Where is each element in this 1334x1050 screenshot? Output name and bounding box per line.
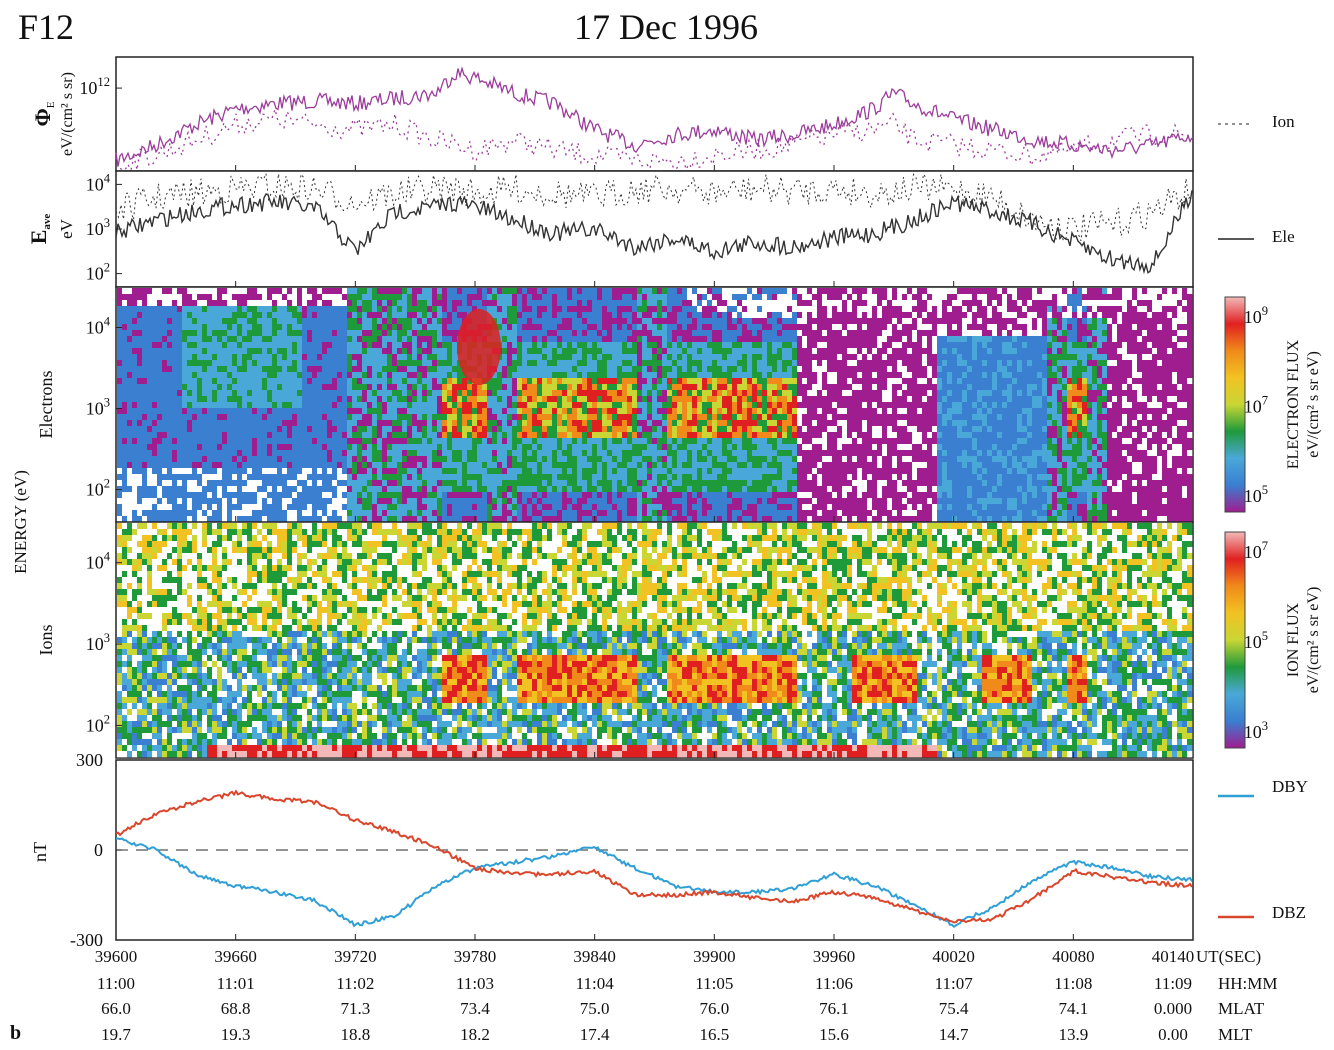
ion-legend-label: Ion — [1272, 112, 1295, 131]
electron-spectrogram-ytick-label: 103 — [86, 395, 110, 418]
dbz-line — [115, 789, 1193, 924]
ion-colorbar-label: ION FLUX — [1285, 602, 1302, 677]
x-row-value: 11:05 — [695, 974, 733, 993]
electron-colorbar-tick-label: 109 — [1244, 304, 1268, 327]
ut-tick-label: 39780 — [454, 947, 497, 966]
ut-tick-label: 40140 — [1152, 947, 1195, 966]
ut-tick-label: 40020 — [932, 947, 975, 966]
x-row-value: 11:08 — [1054, 974, 1092, 993]
x-row-value: 0.000 — [1154, 999, 1192, 1018]
x-row-value: 68.8 — [221, 999, 251, 1018]
x-row-value: 74.1 — [1058, 999, 1088, 1018]
plot-date: 17 Dec 1996 — [574, 7, 758, 47]
x-row-label: UT(SEC) — [1196, 947, 1261, 966]
x-row-label: HH:MM — [1218, 974, 1278, 993]
dbz-legend-label: DBZ — [1272, 903, 1306, 922]
magnetic-field-panel-frame — [115, 759, 1194, 941]
magnetic-field-ytick-label: 300 — [76, 750, 103, 770]
x-row-value: 66.0 — [101, 999, 131, 1018]
ion-colorbar-tick-label: 105 — [1244, 629, 1268, 652]
average-energy-ytick-label: 102 — [86, 261, 110, 284]
x-row-value: 14.7 — [939, 1025, 969, 1044]
ut-tick-label: 39720 — [334, 947, 377, 966]
x-row-value: 11:02 — [336, 974, 374, 993]
ion-colorbar-units: eV/(cm² s sr eV) — [1305, 587, 1322, 694]
ion-spectrogram-ytick-label: 102 — [86, 712, 110, 735]
x-row-value: 15.6 — [819, 1025, 849, 1044]
x-row-value: 75.4 — [939, 999, 969, 1018]
electron-energy-flux-line — [115, 66, 1193, 167]
ion-colorbar-tick-label: 107 — [1244, 539, 1268, 562]
panel-letter: b — [10, 1022, 22, 1044]
ut-tick-label: 40080 — [1052, 947, 1095, 966]
dby-line — [115, 837, 1193, 928]
energy-flux-ylabel-units: eV/(cm² s sr) — [59, 72, 76, 156]
ut-tick-label: 39600 — [95, 947, 138, 966]
average-energy-ytick-label: 104 — [86, 171, 111, 194]
magnetic-field-ytick-label: -300 — [70, 930, 103, 950]
x-row-value: 11:03 — [456, 974, 494, 993]
electron-spectrogram-ytick-label: 104 — [86, 314, 111, 337]
ion-spectrogram-ytick-label: 103 — [86, 631, 110, 654]
ion-spectrogram-cells — [117, 523, 1193, 758]
energy-flux-ytick-label: 1012 — [79, 75, 110, 98]
electron-colorbar — [1224, 296, 1246, 513]
ut-tick-label: 39840 — [573, 947, 616, 966]
x-row-value: 76.0 — [699, 999, 729, 1018]
x-row-value: 75.0 — [580, 999, 610, 1018]
electron-average-energy-line — [115, 190, 1193, 275]
x-row-value: 0.00 — [1158, 1025, 1188, 1044]
x-row-value: 73.4 — [460, 999, 490, 1018]
x-row-value: 11:04 — [576, 974, 615, 993]
average-energy-panel-frame — [115, 170, 1194, 288]
ut-tick-label: 39900 — [693, 947, 736, 966]
ion-colorbar-tick-label: 103 — [1244, 719, 1268, 742]
x-row-value: 11:00 — [97, 974, 135, 993]
ion-colorbar — [1224, 531, 1246, 749]
x-row-value: 76.1 — [819, 999, 849, 1018]
x-row-value: 71.3 — [340, 999, 370, 1018]
ion-average-energy-line — [115, 172, 1192, 242]
electron-colorbar-units: eV/(cm² s sr eV) — [1305, 351, 1322, 458]
x-row-value: 13.9 — [1058, 1025, 1088, 1044]
magnetic-field-ylabel: nT — [30, 842, 50, 862]
electron-colorbar-tick-label: 105 — [1244, 483, 1268, 506]
electron-spectrogram-peak — [456, 309, 501, 385]
energy-flux-ylabel-symbol: ΦE — [30, 101, 57, 126]
ele-legend-label: Ele — [1272, 227, 1295, 246]
ion-spectrogram-ytick-label: 104 — [86, 550, 111, 573]
electron-spectrogram-ytick-label: 102 — [86, 476, 110, 499]
x-row-value: 16.5 — [699, 1025, 729, 1044]
average-energy-ylabel-units: eV — [57, 218, 76, 239]
ut-tick-label: 39960 — [813, 947, 856, 966]
average-energy-ytick-label: 103 — [86, 216, 110, 239]
satellite-id: F12 — [18, 7, 75, 47]
x-row-value: 17.4 — [580, 1025, 610, 1044]
electron-spectrogram-cells — [117, 288, 1193, 523]
x-row-value: 18.8 — [340, 1025, 370, 1044]
dby-legend-label: DBY — [1272, 777, 1308, 796]
energy-shared-ylabel: ENERGY (eV) — [11, 470, 30, 574]
x-row-label: MLT — [1218, 1025, 1253, 1044]
electron-spectrogram-ylabel: Electrons — [36, 371, 56, 439]
x-row-value: 18.2 — [460, 1025, 490, 1044]
x-row-value: 11:06 — [815, 974, 853, 993]
electron-colorbar-label: ELECTRON FLUX — [1285, 339, 1302, 469]
electron-colorbar-tick-label: 107 — [1244, 393, 1268, 416]
x-row-label: MLAT — [1218, 999, 1265, 1018]
x-row-value: 11:07 — [935, 974, 974, 993]
magnetic-field-ytick-label: 0 — [94, 840, 103, 860]
ion-spectrogram-ylabel: Ions — [36, 625, 56, 656]
x-row-value: 19.7 — [101, 1025, 131, 1044]
x-row-value: 11:01 — [217, 974, 255, 993]
x-row-value: 11:09 — [1154, 974, 1192, 993]
ut-tick-label: 39660 — [214, 947, 257, 966]
energy-flux-panel-frame — [115, 56, 1194, 172]
x-row-value: 19.3 — [221, 1025, 251, 1044]
average-energy-ylabel-symbol: Eave — [26, 214, 53, 245]
